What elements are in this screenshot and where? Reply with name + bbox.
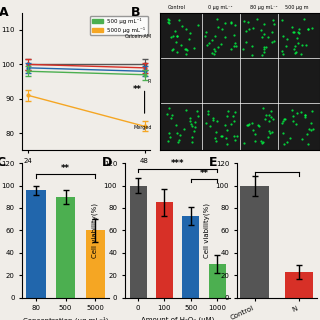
Text: A: A [0,6,9,19]
Bar [182,216,199,298]
Text: Control: Control [168,5,186,10]
X-axis label: Time (h): Time (h) [72,170,101,176]
Bar [156,202,173,298]
Text: Merged: Merged [133,124,152,130]
Bar [130,186,147,298]
Text: PI: PI [148,79,152,84]
Text: D: D [101,156,112,170]
Text: Calcein-AM: Calcein-AM [125,34,152,39]
Y-axis label: Cell viability(%): Cell viability(%) [92,203,98,258]
Text: C: C [0,156,6,170]
Text: ***: *** [171,159,184,168]
Bar [209,264,226,298]
Bar [26,190,45,298]
Bar [240,186,269,298]
Text: 500 μg m: 500 μg m [285,5,308,10]
X-axis label: Concentration (μg mL⁻¹): Concentration (μg mL⁻¹) [23,317,108,320]
Text: E: E [209,156,217,170]
Legend: 500 μg mL⁻¹, 5000 μg mL⁻¹: 500 μg mL⁻¹, 5000 μg mL⁻¹ [90,16,148,35]
Text: **: ** [61,164,70,173]
Bar [86,230,105,298]
Text: 0 μg mL⁻¹: 0 μg mL⁻¹ [208,5,233,10]
Y-axis label: Cell viability(%): Cell viability(%) [204,203,210,258]
Text: **: ** [199,169,208,178]
Bar [56,197,75,298]
Text: **: ** [133,85,142,94]
Text: B: B [131,6,141,19]
X-axis label: Amount of H₂O₂ (μM): Amount of H₂O₂ (μM) [141,317,214,320]
Text: 80 μg mL⁻¹: 80 μg mL⁻¹ [250,5,277,10]
Bar [284,272,313,298]
